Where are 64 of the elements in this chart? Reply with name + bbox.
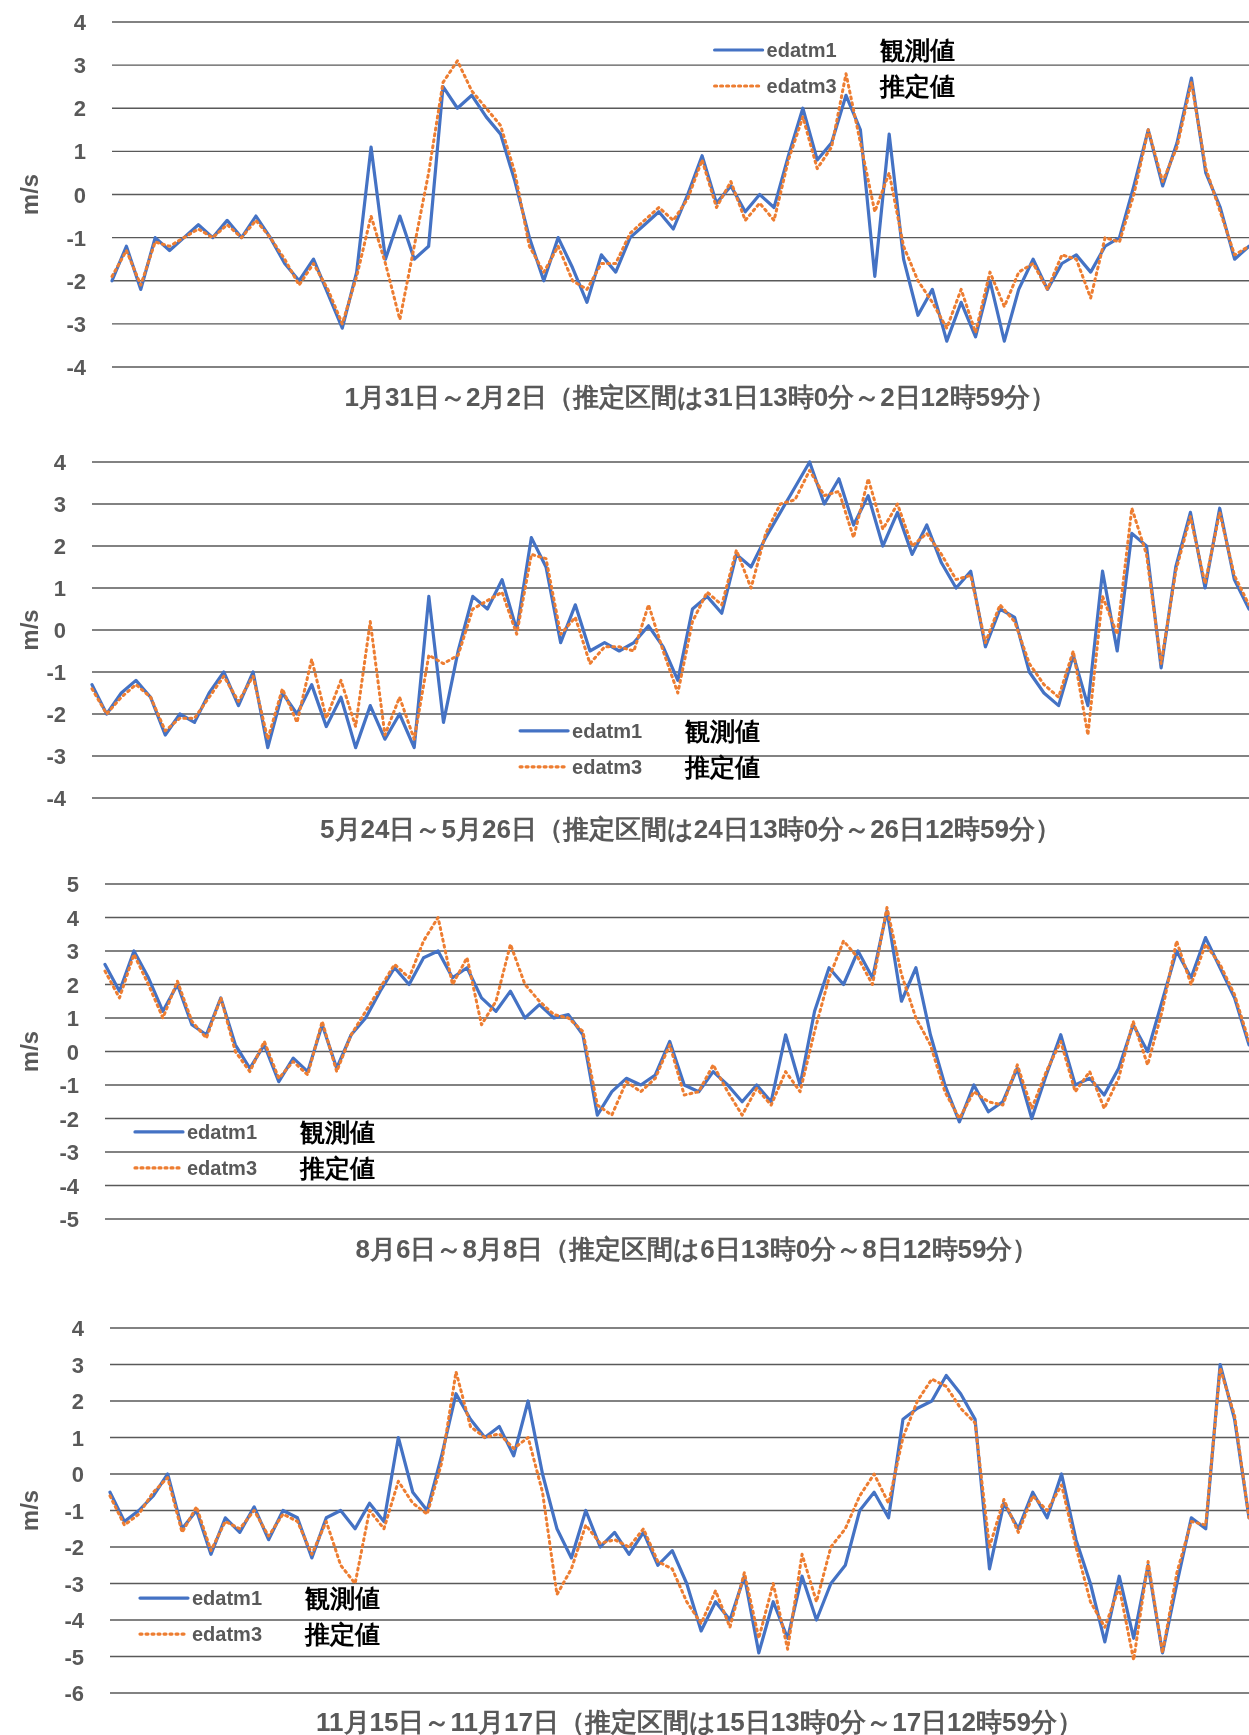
annotation: 推定値: [304, 1620, 380, 1649]
y-tick-label: -3: [66, 311, 86, 337]
y-tick-label: -3: [64, 1571, 84, 1597]
annotation: 推定値: [684, 752, 761, 781]
annotation: 観測値: [878, 36, 955, 64]
y-tick-label: 1: [53, 576, 66, 601]
annotation: 推定値: [878, 72, 955, 100]
annotation: 観測値: [304, 1584, 380, 1613]
legend-label: edatm3: [192, 1623, 263, 1646]
y-tick-label: 3: [66, 939, 79, 964]
y-tick-label: 4: [66, 905, 80, 931]
y-tick-label: -5: [64, 1644, 84, 1670]
y-tick-label: 0: [66, 1039, 79, 1065]
legend-label: edatm1: [766, 39, 837, 61]
x-axis-title: 11月15日～11月17日（推定区間は15日13時0分～17日12時59分）: [316, 1707, 1083, 1735]
y-tick-label: 2: [66, 972, 79, 998]
y-tick-label: 1: [71, 1425, 84, 1451]
y-tick-label: -4: [64, 1608, 85, 1633]
y-tick-label: 0: [71, 1462, 84, 1487]
y-axis-title: m/s: [16, 609, 43, 651]
y-tick-label: 2: [73, 96, 86, 122]
y-tick-label: 5: [66, 872, 79, 897]
legend-label: edatm3: [766, 75, 837, 97]
y-tick-label: 1: [66, 1006, 79, 1031]
legend-label: edatm1: [572, 719, 643, 742]
annotation: 推定値: [299, 1153, 375, 1182]
y-axis-title: m/s: [16, 1489, 43, 1532]
y-tick-label: -2: [64, 1535, 84, 1560]
y-tick-label: -2: [66, 268, 86, 294]
legend-label: edatm3: [572, 755, 643, 778]
y-tick-label: 0: [73, 182, 86, 208]
y-tick-label: -1: [46, 660, 66, 685]
y-tick-label: -3: [59, 1140, 79, 1165]
annotation: 観測値: [684, 716, 761, 745]
y-tick-label: -1: [66, 225, 86, 251]
y-tick-label: 4: [71, 1316, 85, 1341]
annotation: 観測値: [299, 1117, 375, 1146]
y-tick-label: -4: [66, 355, 87, 380]
y-tick-label: 3: [53, 492, 66, 517]
legend-label: edatm3: [187, 1156, 258, 1179]
y-tick-label: -5: [59, 1207, 79, 1232]
x-axis-title: 8月6日～8月8日（推定区間は6日13時0分～8日12時59分）: [355, 1234, 1039, 1264]
y-tick-label: -2: [46, 702, 66, 727]
y-tick-label: -6: [64, 1681, 84, 1706]
y-tick-label: 3: [73, 53, 86, 79]
y-tick-label: -1: [59, 1073, 79, 1098]
y-tick-label: -3: [46, 744, 66, 769]
x-axis-title: 5月24日～5月26日（推定区間は24日13時0分～26日12時59分）: [320, 814, 1061, 844]
y-axis-title: m/s: [16, 173, 43, 216]
y-tick-label: 4: [73, 10, 87, 35]
y-tick-label: -2: [59, 1106, 79, 1132]
x-axis-title: 1月31日～2月2日（推定区間は31日13時0分～2日12時59分）: [344, 382, 1057, 412]
legend-label: edatm1: [192, 1587, 263, 1610]
y-tick-label: 2: [71, 1389, 84, 1414]
y-axis-title: m/s: [16, 1030, 43, 1073]
legend-label: edatm1: [187, 1120, 258, 1143]
y-tick-label: 3: [71, 1352, 84, 1378]
y-tick-label: 2: [53, 534, 66, 559]
y-tick-label: 4: [53, 450, 67, 475]
y-tick-label: -4: [46, 786, 67, 811]
y-tick-label: 1: [73, 139, 86, 165]
y-tick-label: 0: [53, 618, 66, 643]
y-tick-label: -4: [59, 1173, 80, 1199]
y-tick-label: -1: [64, 1498, 84, 1524]
